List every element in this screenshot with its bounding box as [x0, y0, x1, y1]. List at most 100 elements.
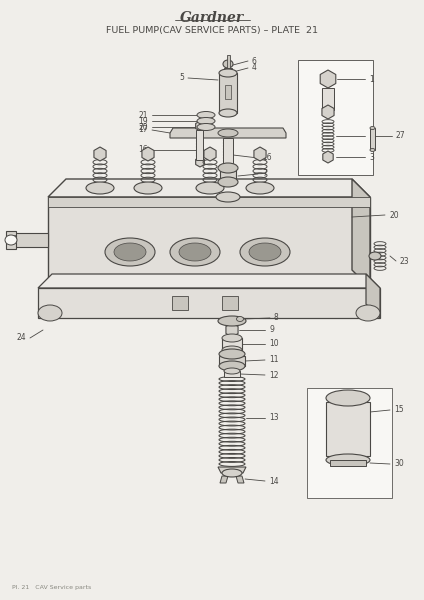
Text: 30: 30: [394, 460, 404, 469]
Polygon shape: [322, 105, 334, 119]
Text: 24: 24: [17, 334, 26, 343]
Polygon shape: [320, 70, 336, 88]
Polygon shape: [170, 128, 286, 138]
Polygon shape: [48, 179, 370, 197]
Ellipse shape: [224, 368, 240, 374]
Polygon shape: [204, 147, 216, 161]
Polygon shape: [298, 60, 373, 175]
Text: 16: 16: [138, 145, 148, 154]
Ellipse shape: [219, 109, 237, 117]
Text: 5: 5: [179, 73, 184, 82]
Ellipse shape: [249, 243, 281, 261]
Ellipse shape: [218, 316, 246, 326]
Text: 20: 20: [138, 122, 148, 131]
Ellipse shape: [170, 238, 220, 266]
Polygon shape: [370, 128, 375, 150]
Ellipse shape: [114, 243, 146, 261]
Text: 13: 13: [269, 413, 279, 422]
Polygon shape: [307, 388, 392, 498]
Text: 20: 20: [389, 211, 399, 220]
Polygon shape: [218, 467, 246, 473]
Text: Pl. 21   CAV Service parts: Pl. 21 CAV Service parts: [12, 586, 91, 590]
Ellipse shape: [370, 127, 375, 130]
Ellipse shape: [326, 390, 370, 406]
Text: 3: 3: [369, 152, 374, 161]
Ellipse shape: [356, 305, 380, 321]
Text: 23: 23: [400, 257, 410, 265]
Polygon shape: [220, 170, 236, 182]
Polygon shape: [94, 147, 106, 161]
Text: 14: 14: [269, 476, 279, 485]
Ellipse shape: [179, 243, 211, 261]
Ellipse shape: [216, 192, 240, 202]
Polygon shape: [48, 197, 370, 207]
Polygon shape: [224, 68, 232, 73]
Ellipse shape: [222, 346, 242, 354]
Ellipse shape: [218, 129, 238, 137]
Ellipse shape: [5, 235, 17, 245]
Text: 19: 19: [138, 116, 148, 125]
Text: 7: 7: [262, 169, 267, 179]
Polygon shape: [172, 296, 188, 310]
Ellipse shape: [197, 118, 215, 124]
Polygon shape: [219, 73, 237, 113]
Ellipse shape: [219, 361, 245, 371]
Ellipse shape: [370, 148, 375, 151]
Polygon shape: [322, 88, 334, 110]
Polygon shape: [330, 460, 366, 466]
Text: 21: 21: [139, 110, 148, 119]
Polygon shape: [219, 356, 245, 366]
Text: Gardner: Gardner: [180, 11, 244, 25]
Polygon shape: [352, 179, 370, 288]
Text: 2: 2: [369, 131, 374, 140]
Polygon shape: [225, 85, 231, 99]
Polygon shape: [220, 476, 228, 483]
Polygon shape: [224, 371, 240, 377]
Polygon shape: [8, 233, 48, 247]
Ellipse shape: [223, 60, 233, 68]
Polygon shape: [223, 138, 233, 168]
Text: 8: 8: [274, 313, 279, 323]
Ellipse shape: [326, 454, 370, 466]
Text: 17: 17: [138, 125, 148, 134]
Ellipse shape: [134, 182, 162, 194]
Polygon shape: [38, 274, 380, 288]
Polygon shape: [254, 147, 266, 161]
Text: 12: 12: [269, 370, 279, 379]
Polygon shape: [323, 151, 333, 163]
Ellipse shape: [246, 182, 274, 194]
Ellipse shape: [197, 124, 215, 130]
Polygon shape: [48, 197, 370, 288]
Text: 6: 6: [252, 56, 257, 65]
Text: FUEL PUMP(CAV SERVICE PARTS) – PLATE  21: FUEL PUMP(CAV SERVICE PARTS) – PLATE 21: [106, 25, 318, 34]
Ellipse shape: [196, 182, 224, 194]
Ellipse shape: [222, 334, 242, 342]
Ellipse shape: [223, 70, 233, 76]
Text: 9: 9: [269, 325, 274, 335]
Ellipse shape: [219, 69, 237, 77]
Polygon shape: [196, 130, 203, 160]
Ellipse shape: [86, 182, 114, 194]
Polygon shape: [366, 274, 380, 318]
Polygon shape: [38, 288, 380, 318]
Polygon shape: [142, 147, 154, 161]
Text: 27: 27: [396, 131, 406, 140]
Polygon shape: [222, 296, 238, 310]
Polygon shape: [236, 476, 244, 483]
Text: 11: 11: [269, 355, 279, 364]
Polygon shape: [226, 55, 229, 68]
Ellipse shape: [219, 349, 245, 359]
Text: 10: 10: [269, 340, 279, 349]
Polygon shape: [222, 338, 242, 350]
Ellipse shape: [240, 238, 290, 266]
Ellipse shape: [105, 238, 155, 266]
Text: 1: 1: [369, 74, 374, 83]
Text: 15: 15: [394, 406, 404, 415]
Polygon shape: [326, 402, 370, 456]
Ellipse shape: [237, 317, 243, 322]
Ellipse shape: [38, 305, 62, 321]
Polygon shape: [6, 231, 16, 249]
Polygon shape: [226, 323, 238, 337]
Polygon shape: [195, 121, 204, 131]
Ellipse shape: [369, 252, 381, 260]
